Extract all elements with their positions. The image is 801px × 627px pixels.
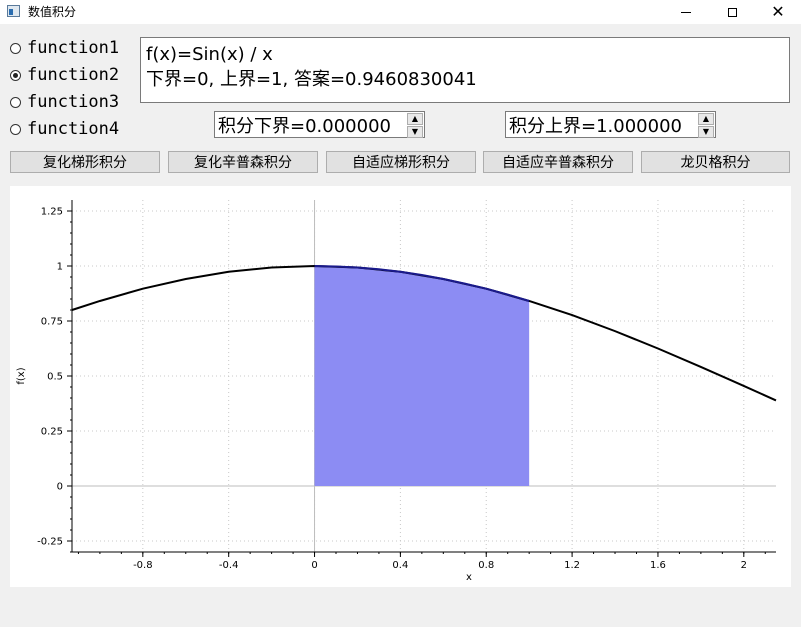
lower-bound-spinbox[interactable]: 积分下界=0.000000 ▲ ▼ — [214, 111, 425, 138]
romberg-button[interactable]: 龙贝格积分 — [641, 151, 790, 173]
window-title: 数值积分 — [28, 5, 77, 19]
result-textbox[interactable]: f(x)=Sin(x) / x 下界=0, 上界=1, 答案=0.9460830… — [140, 37, 790, 103]
close-icon: ✕ — [771, 2, 785, 21]
y-axis-label: f(x) — [16, 367, 27, 384]
function-plot[interactable]: -0.8 -0.4 0 0.4 0.8 1.2 1.6 2 -0.25 0 0.25 0.5 0.75 1… — [10, 186, 791, 587]
spin-up-icon[interactable]: ▲ — [698, 113, 714, 125]
close-button[interactable]: ✕ — [755, 0, 801, 24]
y-tick-label: 0.25 — [41, 427, 63, 438]
x-tick-label: -0.4 — [219, 560, 239, 571]
result-formula: f(x)=Sin(x) / x — [146, 44, 273, 65]
radio-function2[interactable]: function2 — [10, 65, 119, 85]
plot-panel[interactable]: -0.8 -0.4 0 0.4 0.8 1.2 1.6 2 -0.25 0 0.25 0.5 0.75 1… — [10, 186, 791, 587]
composite-simpson-button[interactable]: 复化辛普森积分 — [168, 151, 318, 173]
x-tick-label: 0 — [311, 560, 317, 571]
y-tick-label: 1 — [57, 262, 63, 273]
x-tick-label: 0.4 — [392, 560, 408, 571]
radio-indicator — [10, 42, 21, 54]
y-tick-label: 0.5 — [47, 372, 63, 383]
radio-indicator — [10, 123, 21, 135]
function-curve-highlight — [314, 265, 530, 302]
radio-function1[interactable]: function1 — [10, 38, 119, 58]
x-axis-label: x — [466, 572, 472, 583]
title-bar: 数值积分 ✕ — [0, 0, 801, 24]
radio-label: function4 — [27, 119, 120, 139]
x-tick-label: 1.2 — [564, 560, 580, 571]
adaptive-trapezoid-button[interactable]: 自适应梯形积分 — [326, 151, 476, 173]
y-tick-label: 1.25 — [41, 207, 63, 218]
upper-bound-value: 积分上界=1.000000 — [509, 115, 682, 137]
y-tick-label: 0.75 — [41, 317, 63, 328]
y-tick-label: 0 — [57, 482, 63, 493]
x-tick-label: 1.6 — [650, 560, 666, 571]
minimize-icon — [681, 11, 691, 13]
integral-area — [314, 266, 530, 486]
radio-label: function1 — [27, 38, 120, 58]
radio-function3[interactable]: function3 — [10, 92, 119, 112]
app-icon — [7, 5, 20, 17]
spin-down-icon[interactable]: ▼ — [698, 126, 714, 138]
x-tick-label: 0.8 — [478, 560, 494, 571]
radio-indicator — [10, 69, 21, 81]
x-tick-label: 2 — [741, 560, 747, 571]
adaptive-simpson-button[interactable]: 自适应辛普森积分 — [483, 151, 633, 173]
minimize-button[interactable] — [663, 0, 709, 24]
composite-trapezoid-button[interactable]: 复化梯形积分 — [10, 151, 160, 173]
maximize-icon — [727, 7, 737, 17]
spin-up-icon[interactable]: ▲ — [407, 113, 423, 125]
radio-label: function3 — [27, 92, 120, 112]
lower-bound-value: 积分下界=0.000000 — [218, 115, 391, 137]
upper-bound-spinbox[interactable]: 积分上界=1.000000 ▲ ▼ — [505, 111, 716, 138]
spin-down-icon[interactable]: ▼ — [407, 126, 423, 138]
radio-function4[interactable]: function4 — [10, 119, 119, 139]
maximize-button[interactable] — [709, 0, 755, 24]
radio-label: function2 — [27, 65, 120, 85]
y-tick-label: -0.25 — [37, 537, 63, 548]
radio-indicator — [10, 96, 21, 108]
result-answer: 下界=0, 上界=1, 答案=0.9460830041 — [146, 69, 477, 90]
x-tick-label: -0.8 — [133, 560, 153, 571]
